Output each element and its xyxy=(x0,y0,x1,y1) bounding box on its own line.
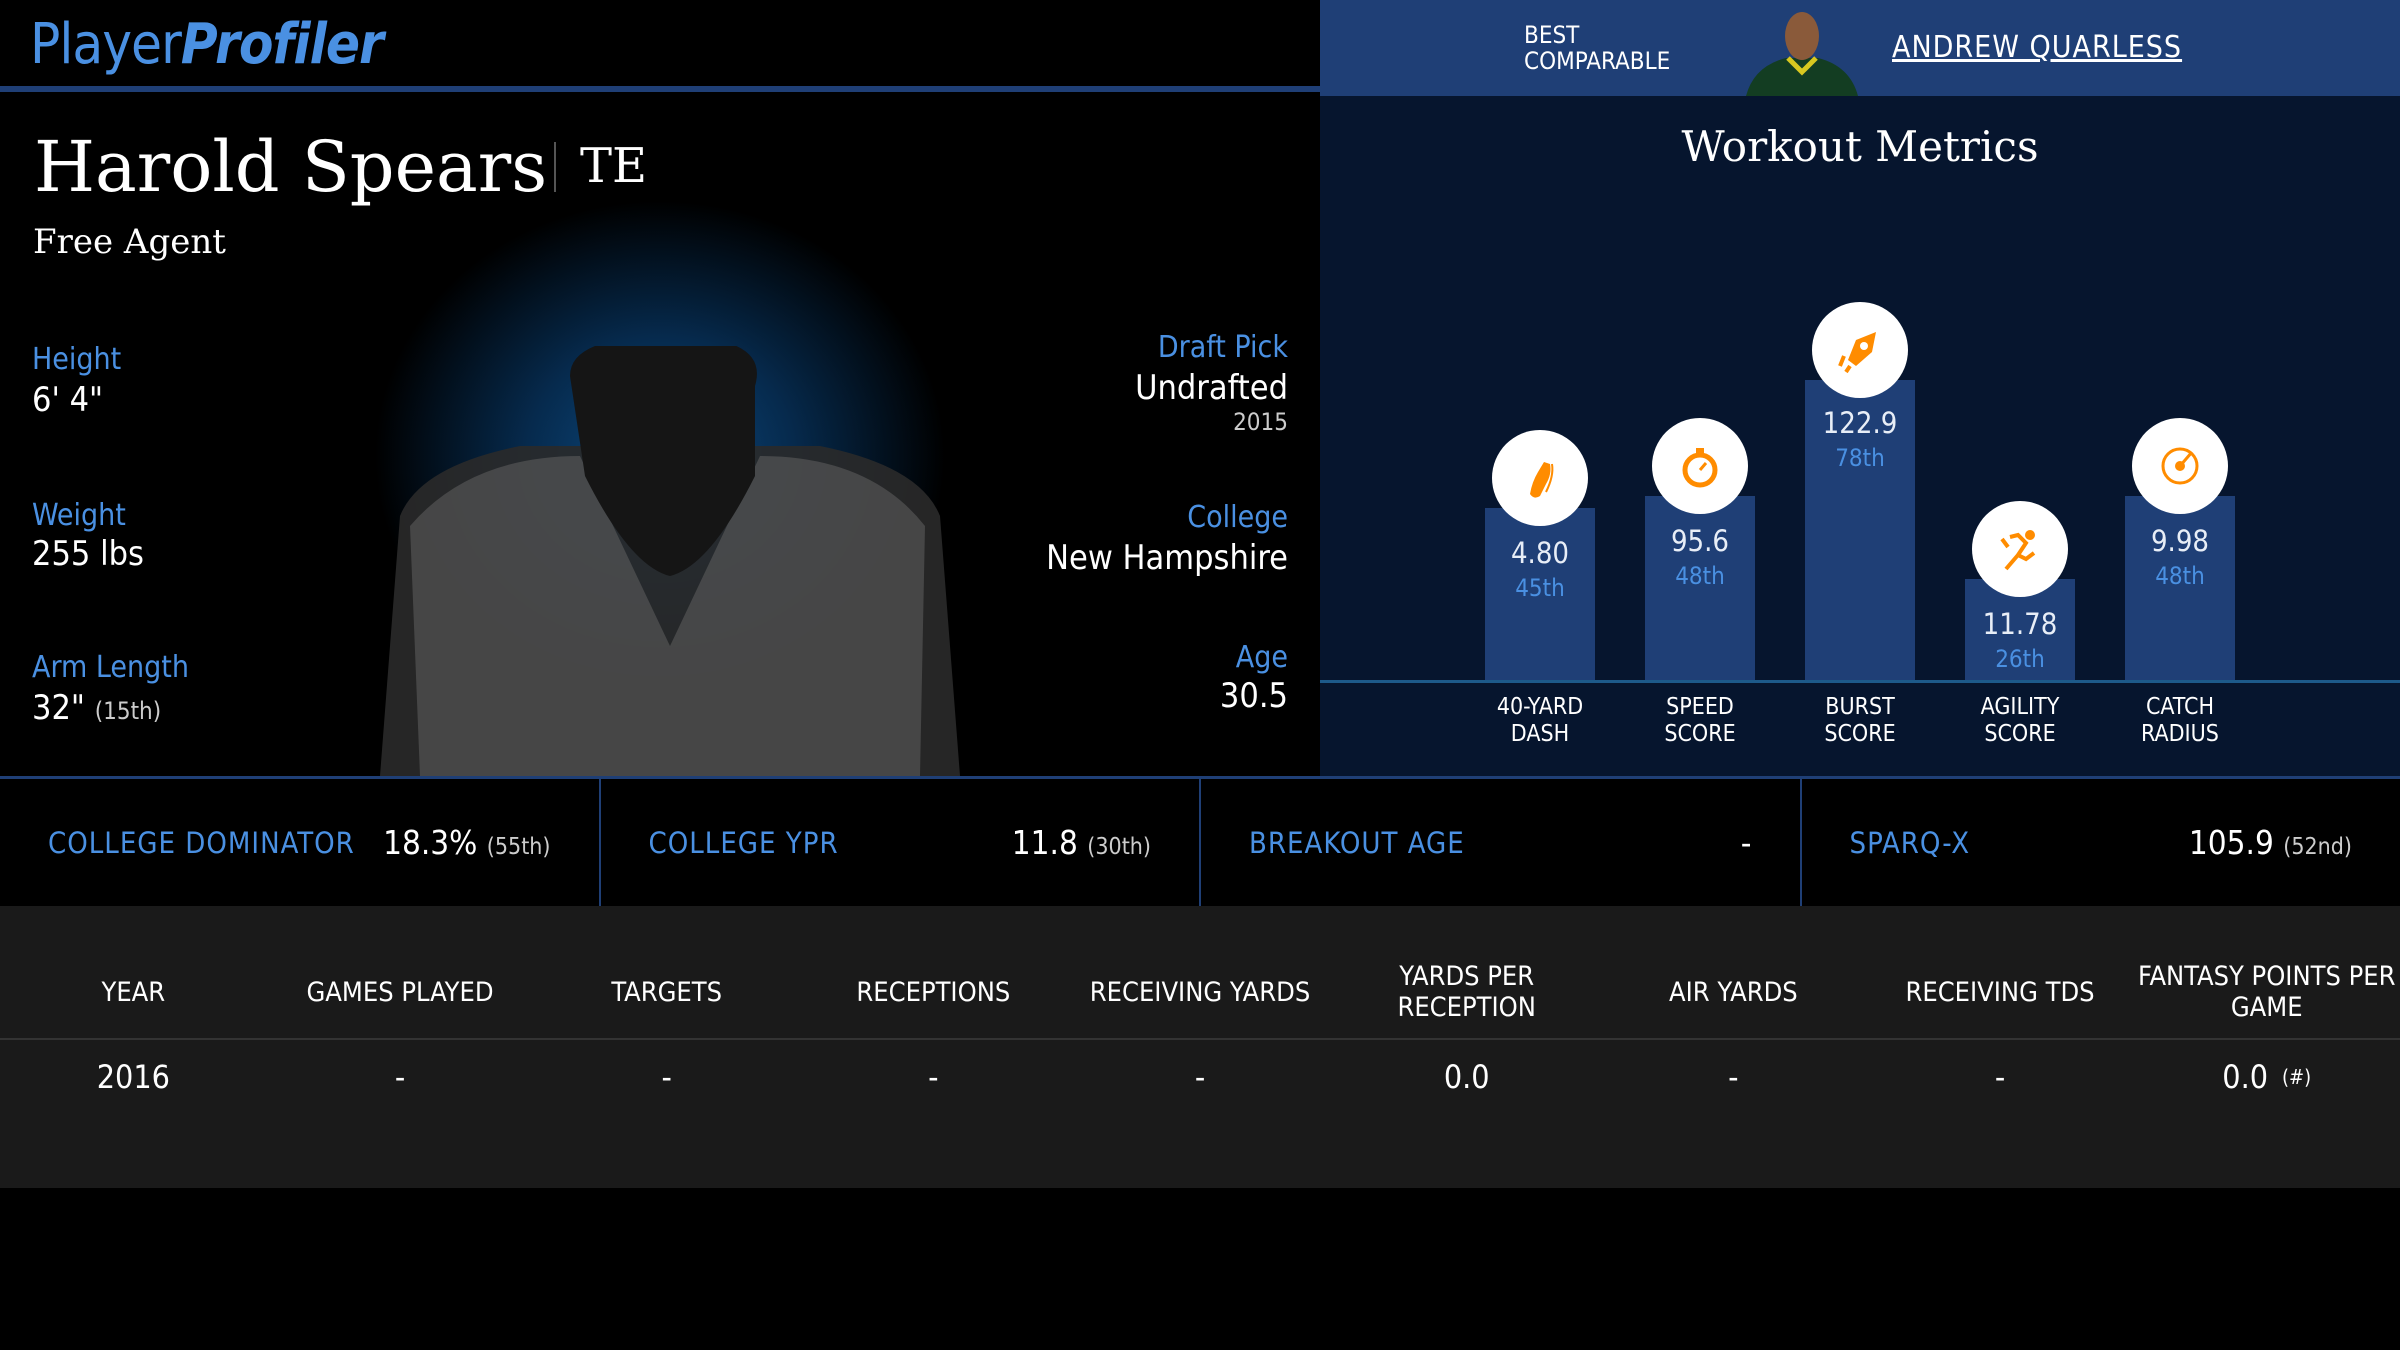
column-header: RECEIVING TDS xyxy=(1905,976,2095,1008)
arm-length-value: 32" (15th) xyxy=(32,688,162,728)
table-row: 2016 - - - - 0.0 - - 0.0 (#) xyxy=(0,1042,2400,1112)
table-cell: - xyxy=(928,1058,939,1096)
top-bar: PlayerProfiler xyxy=(0,0,1320,92)
height-label: Height xyxy=(32,342,122,377)
metric-percentile: 45th xyxy=(1515,574,1565,602)
draft-year: 2015 xyxy=(1233,408,1288,436)
player-profile: Harold Spears TE Free Agent Height 6' 4"… xyxy=(0,96,1320,776)
column-header: RECEIVING YARDS xyxy=(1089,976,1311,1008)
draft-pick-label: Draft Pick xyxy=(1157,330,1288,365)
weight-label: Weight xyxy=(32,498,126,533)
metric-percentile: 48th xyxy=(1675,562,1725,590)
player-position: TE xyxy=(580,138,648,194)
metric-bar: 9.98 48th xyxy=(2125,418,2235,680)
column-header: TARGETS xyxy=(611,976,722,1008)
column-header: RECEPTIONS xyxy=(856,976,1011,1008)
table-header-row: YEAR GAMES PLAYED TARGETS RECEPTIONS RECEIVI… xyxy=(0,946,2400,1040)
metric-label: 40-YARD DASH xyxy=(1496,694,1584,747)
age-value: 30.5 xyxy=(1219,676,1288,716)
player-team: Free Agent xyxy=(33,222,226,262)
player-silhouette xyxy=(380,346,960,776)
metric-bar: 122.9 78th xyxy=(1805,302,1915,680)
chart-baseline xyxy=(1320,680,2400,683)
stats-bar: COLLEGE DOMINATOR 18.3% (55th) COLLEGE YP… xyxy=(0,776,2400,906)
runner-icon xyxy=(1972,501,2068,597)
metric-percentile: 26th xyxy=(1995,645,2045,673)
arm-length-label: Arm Length xyxy=(32,650,189,685)
column-header: GAMES PLAYED xyxy=(306,976,494,1008)
metric-percentile: 78th xyxy=(1835,444,1885,472)
college-value: New Hampshire xyxy=(1046,538,1288,578)
metric-label: SPEED SCORE xyxy=(1664,694,1736,747)
college-label: College xyxy=(1187,500,1288,535)
logo[interactable]: PlayerProfiler xyxy=(30,12,384,77)
table-cell: - xyxy=(1194,1058,1206,1096)
table-cell: - xyxy=(1728,1058,1739,1096)
stat-sparq-x: SPARQ-X 105.9 (52nd) xyxy=(1849,823,2353,862)
metric-value: 11.78 xyxy=(1982,607,2058,641)
metric-value: 4.80 xyxy=(1510,536,1570,570)
best-comparable-banner: BEST COMPARABLE ANDREW QUARLESS xyxy=(1320,0,2400,96)
metric-label: BURST SCORE xyxy=(1824,694,1896,747)
height-value: 6' 4" xyxy=(32,380,104,420)
workout-title: Workout Metrics xyxy=(1681,122,2039,171)
best-comparable-label: BEST COMPARABLE xyxy=(1524,21,1671,75)
table-cell: 0.0 xyxy=(1443,1058,1490,1096)
draft-pick-value: Undrafted xyxy=(1135,368,1288,408)
metric-value: 95.6 xyxy=(1670,524,1730,558)
stat-breakout-age: BREAKOUT AGE - xyxy=(1201,779,1802,906)
workout-metrics-panel: Workout Metrics 4.80 45th 40-YARD DASH 95.… xyxy=(1320,96,2400,776)
stat-college-ypr: COLLEGE YPR 11.8 (30th) xyxy=(601,779,1201,906)
metric-value: 9.98 xyxy=(2150,524,2210,558)
table-cell: - xyxy=(661,1058,672,1096)
table-cell: - xyxy=(394,1058,406,1096)
workout-chart: 4.80 45th 40-YARD DASH 95.6 48th SPEED SCORE… xyxy=(1320,96,2400,747)
column-header: AIR YARDS xyxy=(1669,976,1798,1008)
metric-value: 122.9 xyxy=(1822,406,1898,440)
table-cell: 0.0 (#) xyxy=(2222,1058,2312,1096)
comparable-avatar xyxy=(1746,8,1858,96)
table-cell: - xyxy=(1994,1058,2006,1096)
column-header: FANTASY POINTS PER GAME xyxy=(2137,961,2396,1023)
metric-percentile: 48th xyxy=(2155,562,2205,590)
metric-label: CATCH RADIUS xyxy=(2141,694,2219,747)
stat-college-dominator: COLLEGE DOMINATOR 18.3% (55th) xyxy=(0,779,601,906)
divider xyxy=(554,142,556,192)
target-icon xyxy=(2132,418,2228,514)
rocket-icon xyxy=(1812,302,1908,398)
column-header: YEAR xyxy=(101,976,166,1008)
player-name: Harold Spears xyxy=(34,126,548,208)
metric-bar: 4.80 45th xyxy=(1485,430,1595,680)
stopwatch-icon xyxy=(1652,418,1748,514)
metric-bar: 11.78 26th xyxy=(1965,501,2075,680)
metric-label: AGILITY SCORE xyxy=(1980,694,2060,747)
table-cell: 2016 xyxy=(96,1058,170,1096)
stats-table: YEAR GAMES PLAYED TARGETS RECEPTIONS RECEIVI… xyxy=(0,906,2400,1188)
column-header: YARDS PER RECEPTION xyxy=(1397,961,1536,1023)
shoe-icon xyxy=(1492,430,1588,526)
age-label: Age xyxy=(1235,640,1288,675)
weight-value: 255 lbs xyxy=(32,534,144,574)
metric-bar: 95.6 48th xyxy=(1645,418,1755,680)
comparable-player-link[interactable]: ANDREW QUARLESS xyxy=(1892,30,2183,65)
